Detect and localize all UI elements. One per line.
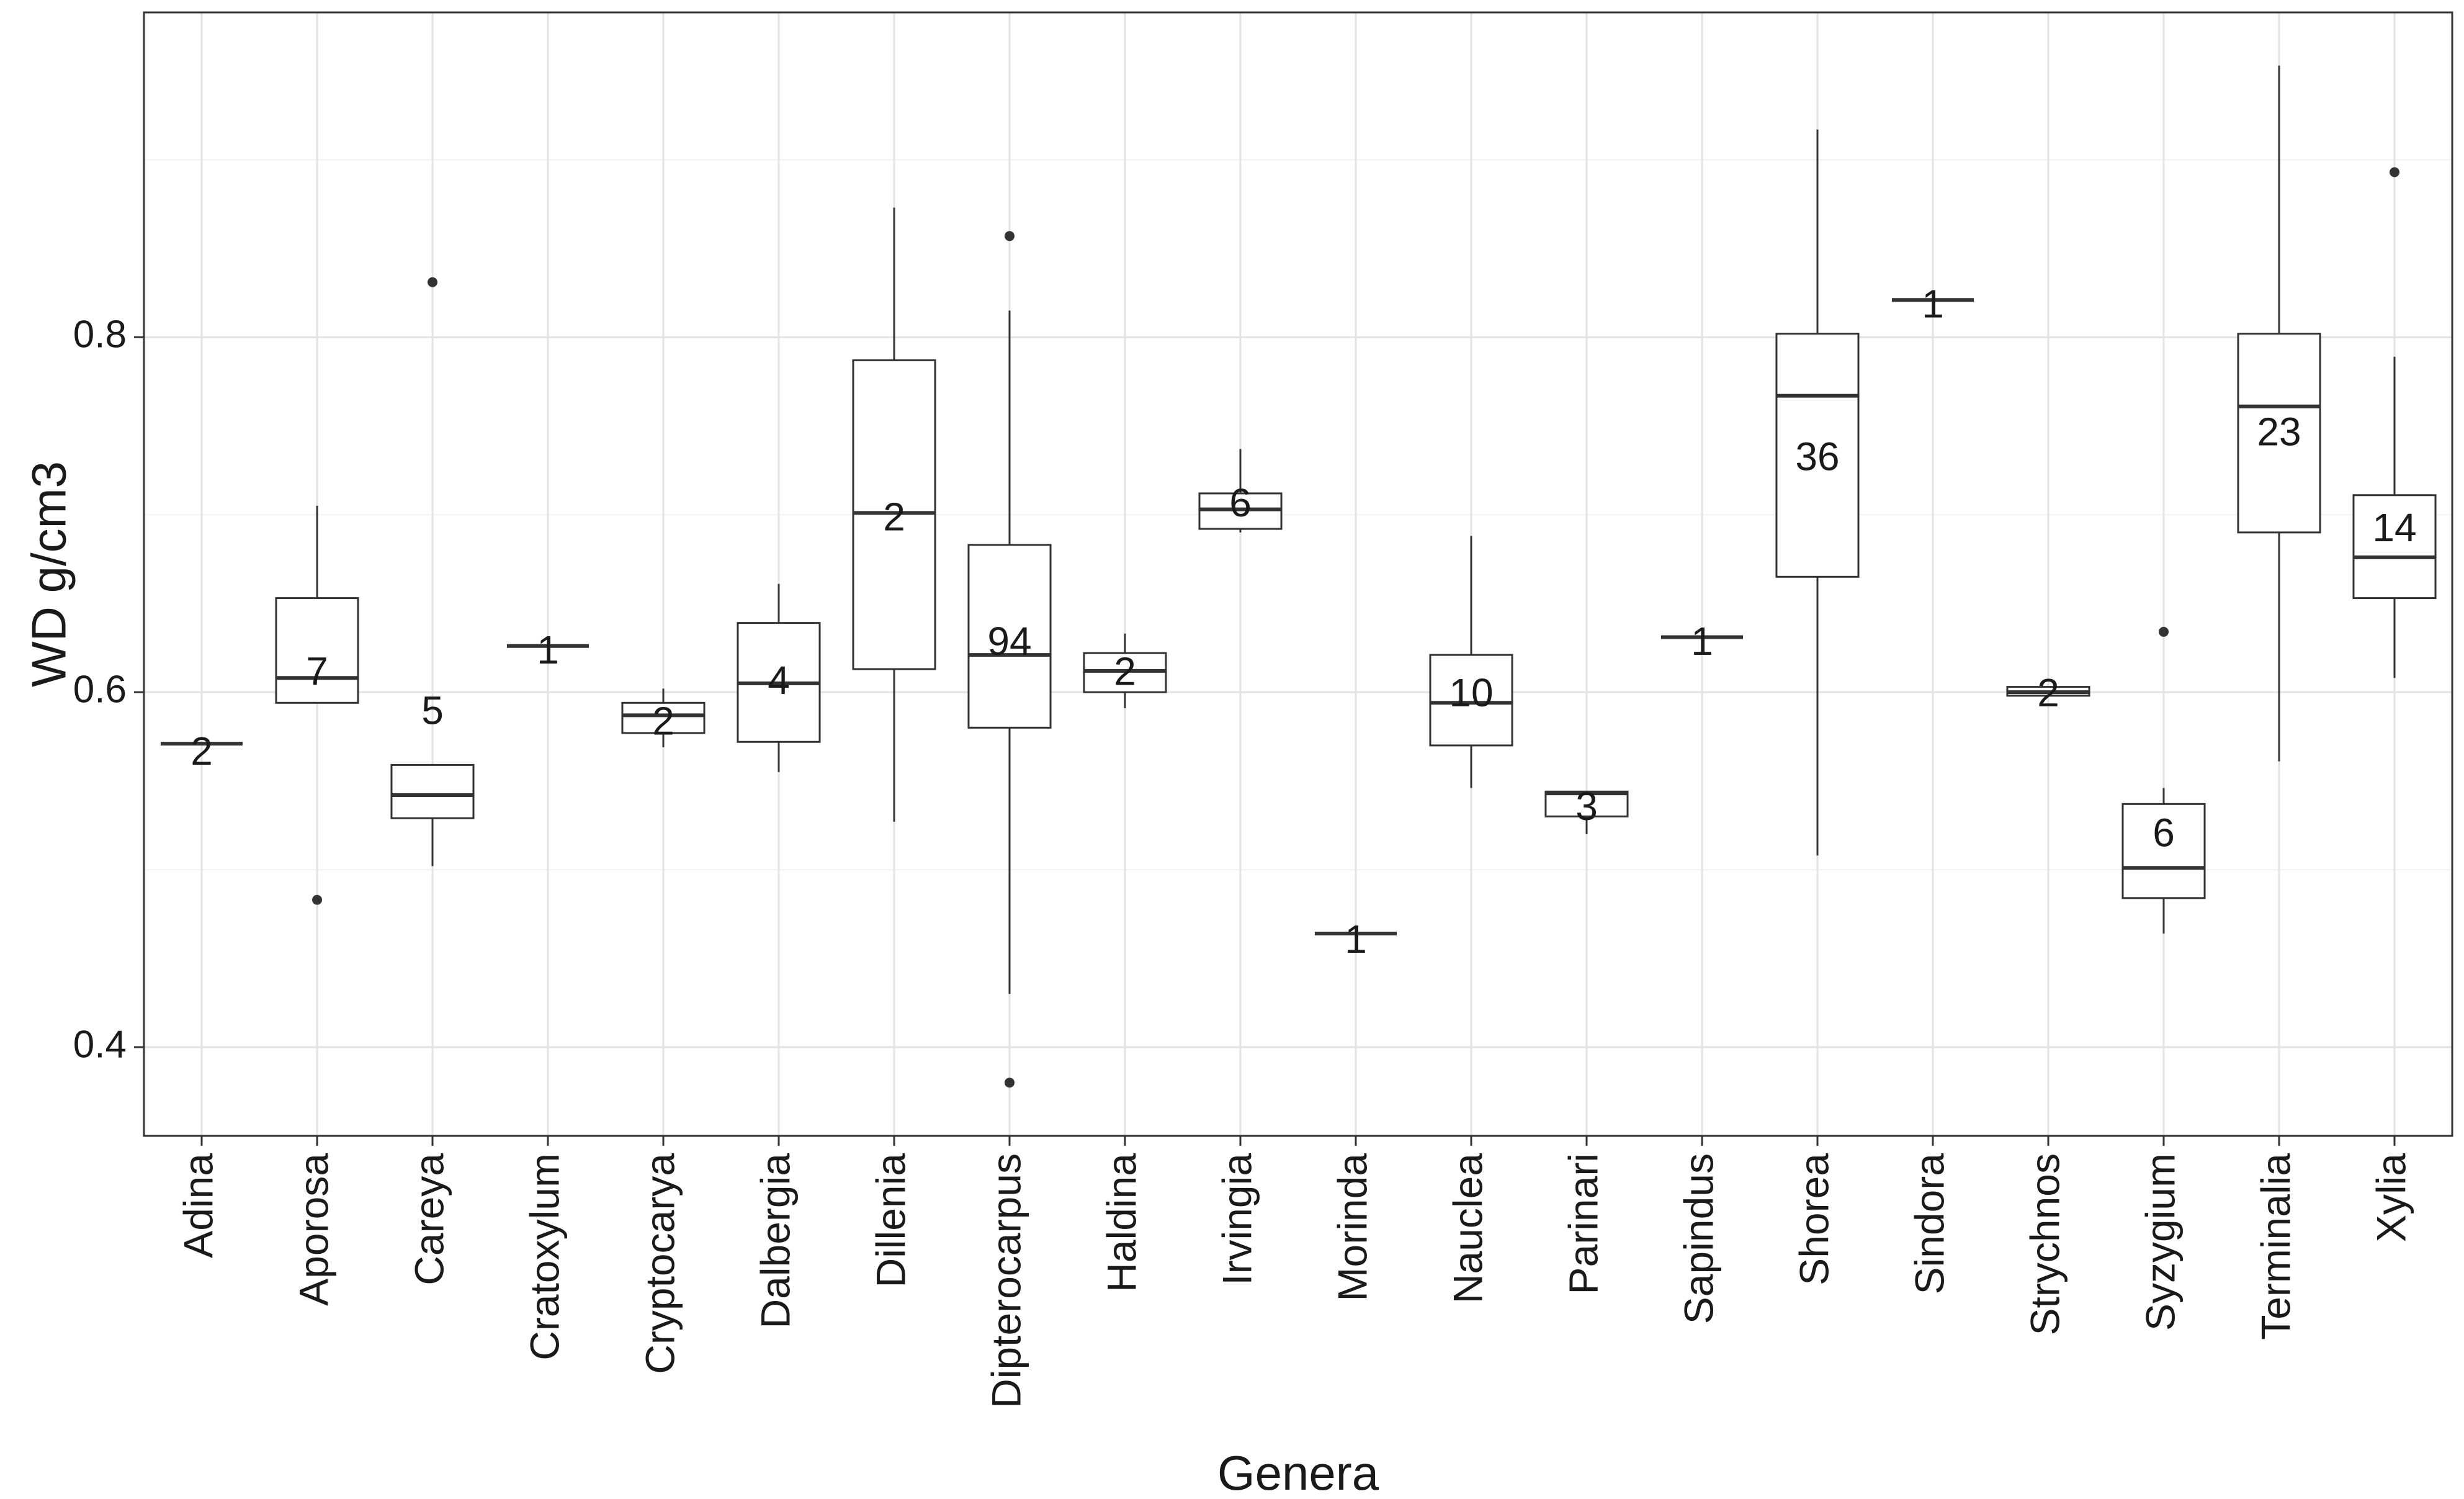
count-label: 36 bbox=[1795, 434, 1839, 479]
box-strychnos bbox=[2006, 686, 2090, 697]
count-label: 1 bbox=[1345, 917, 1367, 961]
outlier-point bbox=[312, 894, 322, 905]
box-layer bbox=[160, 65, 2437, 1088]
x-tick-label: Sapindus bbox=[1675, 1153, 1721, 1324]
count-label: 3 bbox=[1575, 784, 1598, 829]
box-syzygium bbox=[2121, 626, 2206, 934]
count-label: 14 bbox=[2372, 505, 2416, 550]
count-label: 2 bbox=[2037, 670, 2059, 715]
y-tick-label: 0.6 bbox=[73, 668, 127, 711]
outlier-point bbox=[2159, 626, 2169, 637]
outlier-point bbox=[428, 277, 437, 287]
box-aporosa bbox=[275, 505, 359, 905]
x-tick-label: Morinda bbox=[1329, 1153, 1375, 1302]
axis-layer: 0.4 0.6 0.8 Adina Aporosa Careya Cratoxylum Cry… bbox=[73, 313, 2414, 1408]
x-tick-label: Shorea bbox=[1791, 1153, 1837, 1285]
count-label: 1 bbox=[1691, 619, 1713, 664]
count-label: 6 bbox=[1229, 480, 1252, 525]
count-label: 5 bbox=[421, 688, 444, 732]
iqr-box bbox=[2121, 803, 2206, 899]
box-nauclea bbox=[1429, 536, 1513, 788]
iqr-box bbox=[2352, 494, 2437, 600]
x-tick-label: Syzygium bbox=[2137, 1153, 2183, 1331]
box-cryptocarya bbox=[621, 688, 706, 747]
box-haldina bbox=[1083, 633, 1167, 708]
box-irvingia bbox=[1198, 449, 1283, 533]
count-label-layer: 2 7 5 1 2 4 2 94 2 6 1 10 3 1 36 1 2 6 23 14 bbox=[190, 282, 2416, 962]
x-axis-title: Genera bbox=[1217, 1446, 1379, 1499]
count-label: 1 bbox=[537, 628, 559, 672]
x-tick-label: Haldina bbox=[1098, 1153, 1144, 1292]
count-label: 10 bbox=[1449, 670, 1493, 715]
x-tick-label: Irvingia bbox=[1214, 1153, 1260, 1285]
x-tick-label: Dillenia bbox=[867, 1153, 913, 1288]
x-tick-label: Dipterocarpus bbox=[983, 1153, 1029, 1408]
box-dipterocarpus bbox=[967, 231, 1052, 1088]
iqr-box bbox=[2237, 333, 2321, 534]
x-tick-label: Dalbergia bbox=[752, 1153, 798, 1329]
y-tick-label: 0.4 bbox=[73, 1023, 127, 1066]
y-axis-title: WD g/cm3 bbox=[22, 461, 76, 687]
count-label: 4 bbox=[768, 658, 790, 703]
outlier-point bbox=[1005, 231, 1015, 241]
x-tick-label: Xylia bbox=[2368, 1153, 2414, 1242]
box-terminalia bbox=[2237, 65, 2321, 762]
outlier-point bbox=[2390, 167, 2399, 178]
outlier-point bbox=[1005, 1078, 1015, 1088]
box-careya bbox=[390, 277, 475, 867]
count-label: 1 bbox=[1922, 282, 1944, 326]
x-tick-label: Nauclea bbox=[1445, 1153, 1490, 1303]
count-label: 94 bbox=[987, 619, 1031, 664]
iqr-box bbox=[275, 597, 359, 704]
count-label: 6 bbox=[2153, 811, 2175, 855]
x-tick-label: Sindora bbox=[1906, 1153, 1952, 1295]
iqr-box bbox=[967, 544, 1052, 729]
iqr-box bbox=[1429, 654, 1513, 747]
box-dalbergia bbox=[737, 583, 821, 772]
iqr-box bbox=[1775, 333, 1860, 578]
x-tick-label: Parinari bbox=[1560, 1153, 1606, 1294]
x-tick-label: Cratoxylum bbox=[521, 1153, 567, 1361]
x-tick-label: Strychnos bbox=[2022, 1153, 2068, 1335]
x-tick-label: Adina bbox=[175, 1153, 221, 1258]
box-dillenia bbox=[852, 207, 936, 822]
box-xylia bbox=[2352, 167, 2437, 678]
count-label: 2 bbox=[883, 495, 905, 539]
count-label: 2 bbox=[652, 699, 674, 744]
iqr-box bbox=[621, 701, 706, 734]
x-tick-label: Cryptocarya bbox=[637, 1153, 683, 1374]
x-tick-label: Careya bbox=[406, 1153, 452, 1285]
count-label: 2 bbox=[1114, 649, 1136, 693]
count-label: 23 bbox=[2257, 409, 2301, 454]
y-tick-label: 0.8 bbox=[73, 313, 127, 356]
count-label: 7 bbox=[306, 649, 328, 693]
count-label: 2 bbox=[190, 729, 213, 773]
plot-panel-border bbox=[143, 11, 2453, 1137]
x-tick-label: Terminalia bbox=[2252, 1153, 2298, 1340]
x-tick-label: Aporosa bbox=[290, 1153, 336, 1306]
box-parinari bbox=[1544, 790, 1629, 834]
box-shorea bbox=[1775, 129, 1860, 856]
iqr-box bbox=[390, 763, 475, 819]
grid-layer bbox=[144, 12, 2452, 1136]
